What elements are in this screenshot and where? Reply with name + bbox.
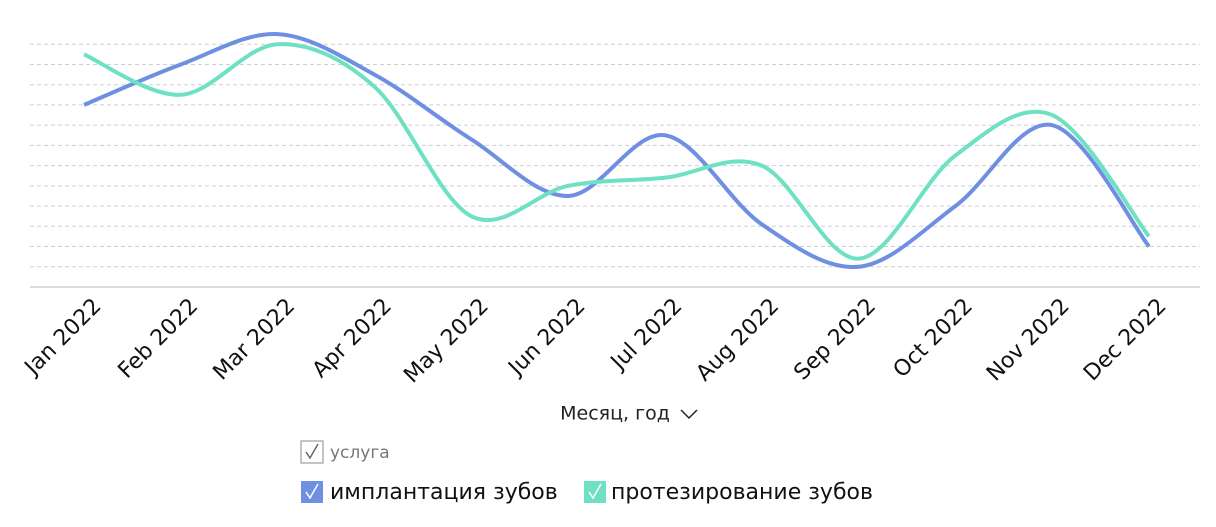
x-tick-label: Apr 2022 [308,294,397,383]
legend-entry[interactable]: протезирование зубов [611,480,873,505]
x-tick-label: Oct 2022 [889,294,978,383]
x-tick-label: Mar 2022 [209,294,301,386]
x-tick-label: May 2022 [399,294,493,388]
x-tick-label: Nov 2022 [982,294,1075,387]
legend-swatch[interactable] [584,481,606,503]
x-tick-labels: Jan 2022 Feb 2022 Mar 2022 Apr 2022 May 2022… [19,294,1172,388]
check-icon [305,483,319,500]
legend-title-checkbox[interactable] [300,440,324,464]
legend-title: услуга [330,443,390,463]
x-tick-label: Jun 2022 [503,294,591,382]
legend: услуга имплантация зубов протезирование … [300,440,873,505]
x-axis-title[interactable]: Месяц, год [560,403,670,425]
series-line [83,42,1151,261]
x-tick-label: Jan 2022 [19,294,107,382]
check-icon [305,443,319,460]
plot-area [30,32,1200,269]
series-line [83,32,1151,269]
x-tick-label: Sep 2022 [789,294,881,386]
x-tick-label: Feb 2022 [114,294,204,384]
legend-entry[interactable]: имплантация зубов [330,480,558,505]
x-tick-label: Aug 2022 [692,294,785,387]
check-icon [588,483,602,500]
legend-swatch[interactable] [301,481,323,503]
x-tick-label: Dec 2022 [1079,294,1171,386]
x-tick-label: Jul 2022 [605,294,687,376]
axis-title-chevron[interactable] [680,409,698,420]
